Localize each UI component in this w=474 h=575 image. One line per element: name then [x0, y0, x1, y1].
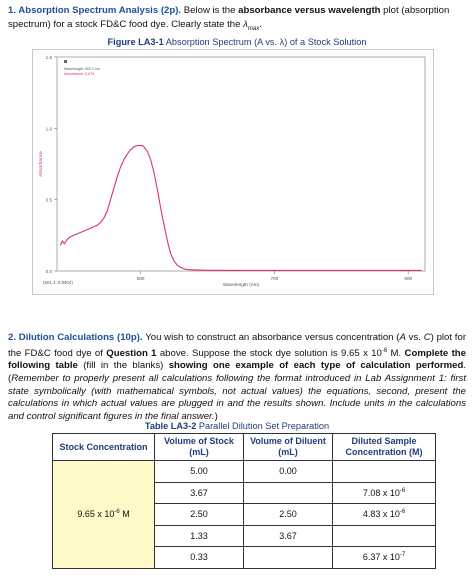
y-tick-label: 1.0: [46, 126, 53, 131]
table-row: 1.33 3.67: [53, 524, 436, 547]
stock-concentration-cell: 9.65 x 10-6 M: [52, 460, 155, 569]
header-volume-stock: Volume of Stock (mL): [154, 433, 244, 461]
volume-diluent-cell: 2.50: [243, 503, 333, 526]
header-volume-diluent: Volume of Diluent (mL): [243, 433, 333, 461]
lambda-max: λmax: [243, 18, 260, 32]
diluted-concentration-cell: 4.83 x 10-6: [332, 503, 436, 526]
x-axis-label: Wavelength (nm): [223, 282, 260, 288]
table-header-row: Stock Concentration Volume of Stock (mL) …: [52, 433, 436, 461]
volume-stock-cell: 0.33: [154, 546, 244, 569]
table-row: 9.65 x 10-6 M 5.00 0.00: [52, 460, 436, 569]
table-caption: Table LA3-2 Parallel Dilution Set Prepar…: [144, 421, 330, 431]
volume-stock-cell: 2.50: [154, 503, 244, 526]
dilution-table: Stock Concentration Volume of Stock (mL) …: [52, 433, 436, 569]
question-1-title: 1. Absorption Spectrum Analysis (2p).: [8, 5, 182, 16]
volume-stock-cell: 5.00: [154, 460, 244, 483]
y-tick-label: 0.5: [46, 198, 53, 203]
cursor-readout: (501.4, 0.9404): [43, 280, 73, 285]
x-tick-label: 500: [137, 276, 145, 281]
diluted-concentration-cell: 6.37 x 10-7: [332, 546, 436, 569]
legend-marker: [64, 60, 67, 63]
volume-diluent-cell: 3.67: [243, 524, 333, 547]
y-tick-label: 1.5: [46, 55, 53, 60]
header-stock-concentration: Stock Concentration: [52, 433, 155, 461]
y-axis-label: Absorbance: [38, 151, 44, 177]
volume-diluent-cell: 0.00: [243, 460, 333, 483]
question-1: 1. Absorption Spectrum Analysis (2p). Be…: [8, 5, 450, 32]
header-diluted-concentration: Diluted Sample Concentration (M): [332, 433, 436, 461]
table-row: 0.33 6.37 x 10-7: [53, 546, 436, 569]
diluted-concentration-cell: [332, 460, 436, 483]
plot-frame: [56, 56, 426, 272]
figure-caption: Figure LA3-1 Absorption Spectrum (A vs. …: [107, 37, 367, 47]
diluted-concentration-cell: 7.08 x 10-6: [332, 481, 436, 504]
diluted-concentration-cell: [332, 524, 436, 547]
spectrum-series-line: [59, 144, 422, 271]
volume-diluent-cell: [243, 546, 333, 569]
x-tick-label: 700: [271, 276, 279, 281]
y-tick-label: 0.0: [46, 269, 53, 274]
legend-wavelength: Wavelength: 502.2 nm: [64, 67, 100, 71]
volume-diluent-cell: [243, 481, 333, 504]
absorption-spectrum-chart: 0.0 0.5 1.0 1.5 500 700 900 Wavelength (nm) Abso…: [32, 49, 434, 295]
legend-absorbance: Absorbance: 0.879: [64, 72, 94, 76]
x-tick-label: 900: [404, 276, 412, 281]
question-2-title: 2. Dilution Calculations (10p).: [8, 332, 143, 343]
volume-stock-cell: 1.33: [154, 524, 244, 547]
question-2: 2. Dilution Calculations (10p). You wish…: [8, 332, 467, 422]
volume-stock-cell: 3.67: [154, 481, 244, 504]
